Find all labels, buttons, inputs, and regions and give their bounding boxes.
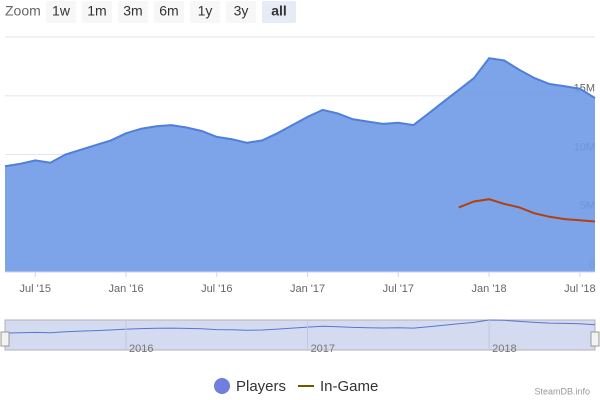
navigator-handle[interactable] — [590, 331, 600, 347]
zoom-button-bg[interactable] — [82, 1, 112, 23]
x-tick-label: Jul '15 — [20, 283, 51, 295]
zoom-button[interactable]: 3m — [118, 1, 148, 23]
legend-symbol[interactable] — [214, 378, 230, 394]
navigator-handle[interactable] — [0, 331, 10, 347]
zoom-button[interactable]: 1y — [190, 1, 220, 23]
zoom-button-bg[interactable] — [226, 1, 256, 23]
zoom-button-bg[interactable] — [154, 1, 184, 23]
x-tick-label: Jan '17 — [290, 283, 325, 295]
zoom-button-bg[interactable] — [118, 1, 148, 23]
zoom-button-bg[interactable] — [262, 1, 296, 23]
navigator-line — [4, 319, 596, 334]
zoom-button-label[interactable]: 1y — [198, 3, 213, 19]
zoom-button-label[interactable]: all — [271, 3, 287, 19]
zoom-button-bg[interactable] — [46, 1, 76, 23]
navigator-bg — [4, 319, 596, 351]
navigator-label: 2018 — [492, 343, 516, 355]
zoom-button-label[interactable]: 6m — [159, 3, 178, 19]
zoom-button-bg[interactable] — [190, 1, 220, 23]
series-line — [4, 57, 596, 168]
zoom-button-label[interactable]: 1w — [52, 3, 71, 19]
series-area — [5, 58, 595, 273]
zoom-button[interactable]: 3y — [226, 1, 256, 23]
zoom-button-label[interactable]: 3m — [123, 3, 142, 19]
zoom-button-label[interactable]: 3y — [234, 3, 249, 19]
x-tick-label: Jan '18 — [472, 283, 507, 295]
x-tick-label: Jul '16 — [201, 283, 232, 295]
zoom-button[interactable]: 1w — [46, 1, 76, 23]
legend-label[interactable]: Players — [236, 378, 286, 395]
legend-label[interactable]: In-Game — [320, 378, 378, 395]
zoom-label: Zoom — [5, 3, 41, 19]
navigator-label: 2016 — [129, 343, 153, 355]
series-line — [458, 198, 596, 223]
x-tick-label: Jul '17 — [383, 283, 414, 295]
legend-item[interactable]: In-Game — [298, 378, 378, 395]
zoom-button[interactable]: all — [262, 1, 296, 23]
credits[interactable]: SteamDB.info — [534, 386, 590, 396]
zoom-button[interactable]: 1m — [82, 1, 112, 23]
x-tick-label: Jul '18 — [564, 283, 595, 295]
navigator-label: 2017 — [311, 343, 335, 355]
x-tick-label: Jan '16 — [108, 283, 143, 295]
zoom-button[interactable]: 6m — [154, 1, 184, 23]
zoom-button-label[interactable]: 1m — [87, 3, 106, 19]
legend-item[interactable]: Players — [214, 378, 286, 395]
